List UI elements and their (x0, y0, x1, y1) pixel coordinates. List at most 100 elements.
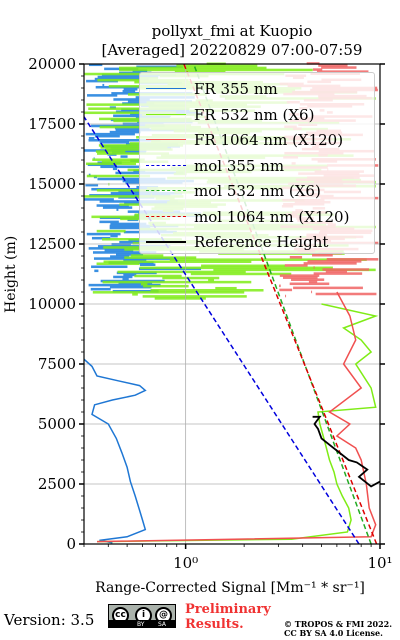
noise-band-segment (119, 66, 267, 70)
noise-band-segment (100, 146, 168, 149)
noise-band-segment (97, 75, 159, 79)
legend-entry: FR 355 nm (140, 77, 374, 101)
x-tick-label: 10⁰ (173, 554, 198, 572)
copyright-line1: © TROPOS & FMI 2022. (284, 619, 393, 629)
legend-swatch (146, 88, 186, 89)
y-tick-label: 2500 (38, 475, 76, 493)
noise-band-segment (96, 262, 140, 266)
noise-band-segment (113, 98, 150, 101)
preliminary-line2: Results. (185, 617, 244, 632)
noise-band-segment (154, 297, 206, 300)
x-tick-label: 10¹ (367, 554, 392, 572)
noise-band-segment (215, 286, 237, 290)
noise-band-segment (88, 107, 190, 110)
noise-band-segment (92, 158, 145, 161)
legend-swatch (146, 113, 186, 115)
noise-band-segment (169, 258, 367, 261)
legend-entry: mol 1064 nm (X120) (140, 205, 374, 229)
legend-label: FR 355 nm (194, 80, 278, 98)
noise-band-segment (96, 229, 126, 233)
noise-band-segment (176, 64, 258, 68)
noise-band-segment (313, 272, 363, 275)
noise-band-segment (318, 64, 348, 67)
noise-band-segment (85, 132, 135, 136)
noise-band-segment (162, 276, 220, 280)
noise-band-segment (112, 167, 118, 171)
y-tick-label: 15000 (28, 175, 76, 193)
noise-band-segment (102, 206, 133, 209)
noise-band-segment (88, 283, 161, 287)
noise-band-segment (117, 270, 246, 274)
noise-band-segment (311, 290, 313, 294)
noise-band-segment (91, 215, 164, 219)
legend-swatch (146, 164, 186, 166)
x-axis-label: Range-Corrected Signal [Mm⁻¹ * sr⁻¹] (95, 580, 365, 596)
noise-band-segment (109, 130, 141, 134)
noise-band-segment (289, 282, 330, 286)
noise-band-segment (134, 274, 182, 278)
noise-band-segment (321, 66, 357, 69)
preliminary-notice: Preliminary Results. (185, 602, 271, 632)
y-tick-label: 5000 (38, 415, 76, 433)
legend-label: mol 355 nm (194, 156, 285, 175)
noise-band-segment (208, 278, 215, 282)
noise-band-segment (201, 264, 286, 268)
y-tick-label: 20000 (28, 55, 76, 73)
noise-band-segment (122, 277, 129, 281)
noise-band-segment (104, 249, 134, 252)
noise-band-segment (119, 68, 313, 72)
noise-band-segment (96, 189, 160, 192)
noise-band-segment (87, 94, 118, 97)
noise-band-segment (150, 289, 264, 292)
noise-band-segment (116, 253, 144, 256)
noise-band-segment (308, 280, 318, 284)
noise-band-segment (84, 198, 114, 201)
noise-band-segment (303, 262, 357, 265)
noise-band-segment (92, 251, 157, 254)
noise-band-segment (95, 150, 126, 153)
noise-band-segment (109, 226, 151, 230)
y-tick-label: 12500 (28, 235, 76, 253)
legend-entry: FR 1064 nm (X120) (140, 128, 374, 152)
series-line (83, 116, 360, 545)
noise-band-segment (92, 291, 245, 294)
noise-band-segment (123, 88, 138, 91)
noise-band-segment (174, 70, 226, 74)
legend-swatch (146, 190, 186, 191)
noise-band-segment (88, 136, 95, 140)
noise-band-segment (312, 253, 333, 257)
noise-band-segment (289, 256, 303, 259)
noise-band-segment (100, 165, 141, 169)
noise-band-segment (84, 195, 184, 198)
noise-band-segment (143, 284, 189, 288)
noise-band-segment (139, 263, 156, 266)
noise-band-segment (307, 260, 362, 263)
noise-band-segment (325, 270, 348, 273)
noise-band-segment (84, 111, 176, 115)
legend-swatch (146, 139, 186, 140)
noise-band-segment (322, 268, 370, 271)
y-axis-label: Height (m) (3, 235, 19, 313)
legend-swatch (146, 215, 186, 217)
noise-band-segment (190, 272, 292, 276)
noise-band-segment (94, 134, 120, 138)
chart-title-line2: [Averaged] 20220829 07:00-07:59 (101, 41, 363, 59)
noise-band-segment (109, 285, 152, 289)
noise-band-segment (99, 141, 130, 144)
version-text: Version: 3.5 (4, 611, 95, 629)
series-line (96, 303, 379, 543)
noise-band-segment (140, 282, 148, 286)
cc-logo-icon: cc (112, 607, 129, 624)
noise-band-segment (293, 286, 363, 290)
legend-label: Reference Height (194, 233, 329, 251)
noise-band-segment (285, 294, 287, 298)
copyright-notice: © TROPOS & FMI 2022. CC BY SA 4.0 Licens… (284, 620, 392, 638)
noise-band-segment (130, 254, 164, 257)
legend-label: FR 532 nm (X6) (194, 105, 315, 124)
noise-band-segment (99, 220, 119, 224)
y-tick-label: 10000 (28, 295, 76, 313)
noise-band-segment (291, 278, 325, 281)
noise-band-segment (91, 236, 111, 240)
noise-band-segment (96, 204, 129, 207)
cc-sa-text: SA (158, 621, 167, 628)
